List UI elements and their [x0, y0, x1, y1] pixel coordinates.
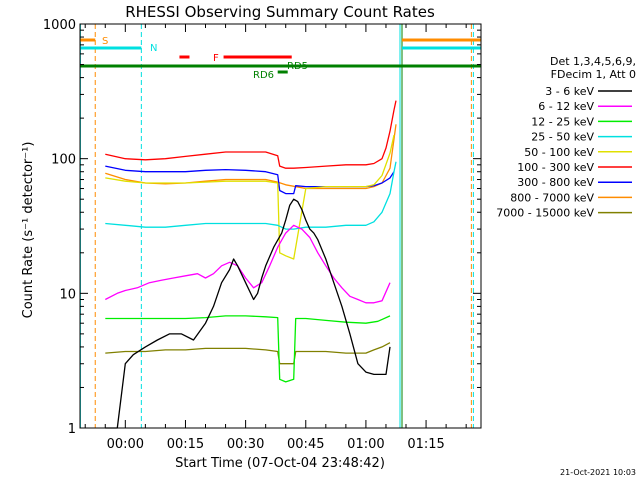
x-tick-label-3: 00:45	[287, 437, 324, 452]
legend-header-0: Det 1,3,4,5,6,9,	[550, 55, 636, 68]
plot-frame	[79, 23, 482, 429]
y-tick-label-2: 100	[51, 153, 76, 168]
legend-label-3: 25 - 50 keV	[531, 131, 594, 144]
series-line-7	[105, 124, 397, 190]
x-axis-label: Start Time (07-Oct-04 23:48:42)	[175, 456, 385, 471]
x-tick-label-5: 01:15	[407, 437, 444, 452]
legend-header-1: FDecim 1, Att 0	[551, 68, 636, 81]
legend: Det 1,3,4,5,6,9,FDecim 1, Att 0 3 - 6 keV…	[496, 55, 636, 220]
legend-label-4: 50 - 100 keV	[524, 146, 594, 159]
x-tick-label-1: 00:15	[167, 437, 204, 452]
legend-label-8: 7000 - 15000 keV	[496, 207, 594, 220]
series-line-1	[105, 224, 391, 304]
footer-timestamp: 21-Oct-2021 10:03	[560, 468, 636, 477]
legend-label-5: 100 - 300 keV	[517, 161, 594, 174]
x-tick-label-2: 00:30	[227, 437, 264, 452]
flag-label-rd5: RD5	[287, 61, 308, 72]
chart-title: RHESSI Observing Summary Count Rates	[125, 3, 435, 21]
axes: 00:00 00:15 00:30 00:45 01:00 01:15 1 10 100 1000	[43, 18, 481, 452]
series-line-2	[105, 315, 391, 383]
x-tick-label-4: 01:00	[347, 437, 384, 452]
y-axis-label: Count Rate (s⁻¹ detector⁻¹)	[21, 142, 36, 319]
legend-label-0: 3 - 6 keV	[545, 85, 594, 98]
legend-label-2: 12 - 25 keV	[531, 115, 594, 128]
flag-label-rd6: RD6	[253, 70, 274, 81]
flag-label-n: N	[150, 43, 157, 54]
flag-label-s: S	[102, 36, 108, 47]
x-tick-label-0: 00:00	[107, 437, 144, 452]
flag-label-f: F	[213, 53, 219, 64]
series-line-3	[105, 161, 397, 230]
legend-label-7: 800 - 7000 keV	[510, 191, 594, 204]
series-line-0	[105, 198, 391, 429]
y-tick-label-3: 1000	[43, 18, 76, 33]
series-line-4	[105, 134, 395, 260]
series-line-5	[105, 100, 397, 169]
y-tick-label-1: 10	[59, 287, 76, 302]
y-tick-label-0: 1	[68, 422, 76, 437]
legend-label-6: 300 - 800 keV	[517, 176, 594, 189]
legend-label-1: 6 - 12 keV	[538, 100, 594, 113]
plot-area: S N F RD6 RD5	[79, 24, 481, 429]
